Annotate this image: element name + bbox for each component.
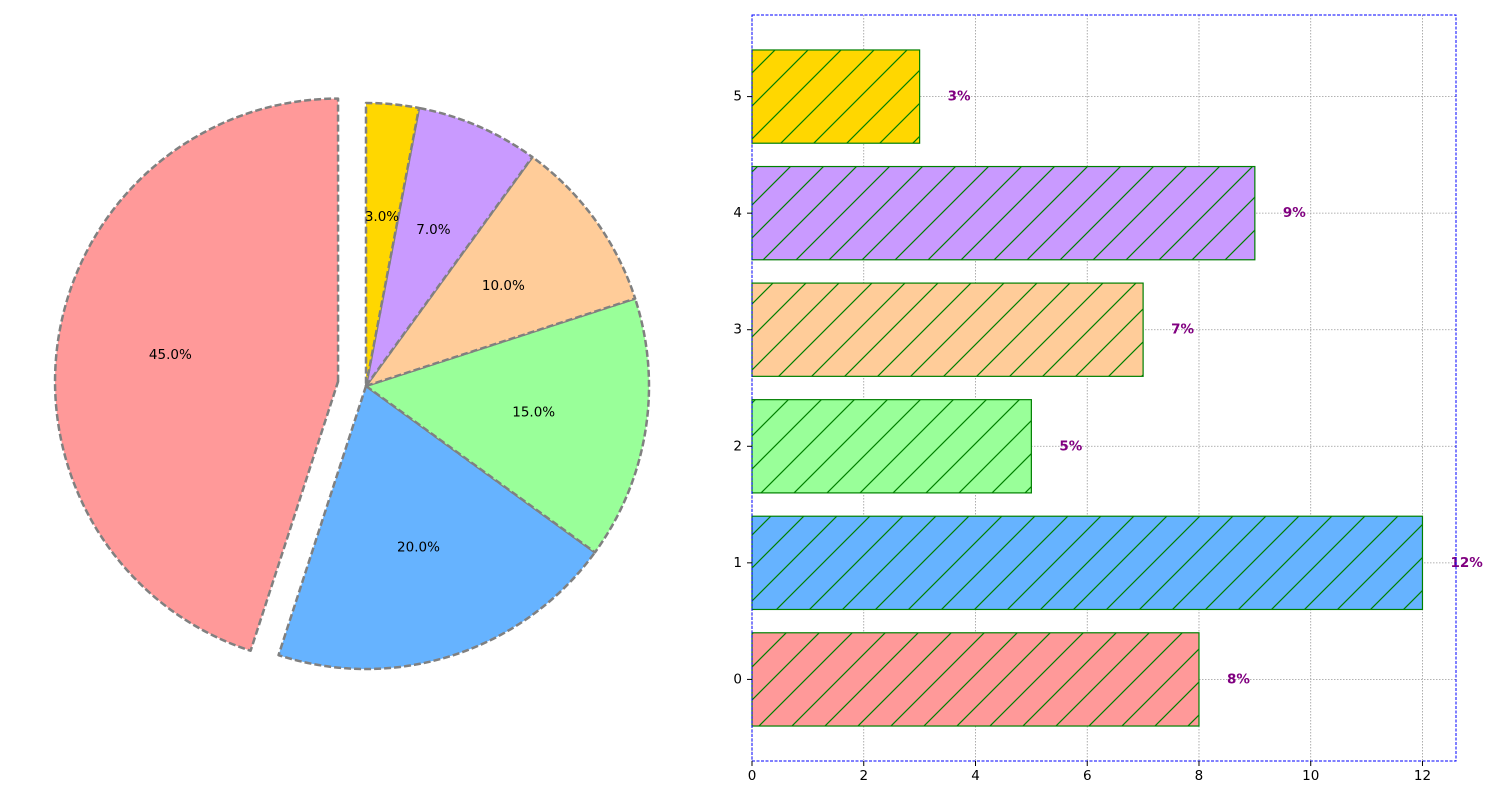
pie-slice-label: 10.0%	[482, 278, 525, 294]
y-tick-label: 0	[733, 671, 742, 687]
pie-slice	[53, 97, 340, 652]
bar-value-label: 12%	[1450, 555, 1483, 571]
bar-value-label: 8%	[1227, 671, 1250, 687]
y-tick-label: 3	[733, 322, 742, 338]
pie-slice-label: 20.0%	[397, 539, 440, 555]
axes-frame	[751, 14, 1457, 762]
x-tick-label: 0	[748, 768, 757, 784]
x-tick-label: 2	[859, 768, 868, 784]
bar-value-label: 3%	[948, 89, 971, 105]
bar	[751, 632, 1200, 727]
y-tick-label: 4	[733, 205, 742, 221]
y-tick-label: 2	[733, 438, 742, 454]
x-tick-label: 6	[1083, 768, 1092, 784]
x-tick-label: 8	[1195, 768, 1204, 784]
bar-value-label: 9%	[1283, 205, 1306, 221]
pie-slice-label: 45.0%	[149, 347, 192, 363]
pie-chart: 45.0% 20.0% 15.0% 10.0% 7.0% 3.0%	[53, 97, 651, 671]
pie-slice-label: 3.0%	[365, 209, 399, 225]
bar-value-label: 5%	[1059, 438, 1082, 454]
pie-slice	[364, 106, 534, 388]
y-tick-label: 5	[733, 89, 742, 105]
pie-slice-label: 15.0%	[512, 405, 555, 421]
bar-value-label: 7%	[1171, 322, 1194, 338]
bar	[751, 282, 1144, 377]
bar	[751, 165, 1256, 261]
x-tick-label: 12	[1414, 768, 1431, 784]
bar	[751, 49, 921, 144]
pie-slice	[277, 384, 597, 671]
y-tick-label: 1	[733, 555, 742, 571]
pie-slice	[364, 101, 421, 388]
pie-slice-label: 7.0%	[416, 222, 450, 238]
pie-slice	[364, 155, 637, 388]
bar	[751, 515, 1424, 611]
bar	[751, 399, 1032, 494]
x-tick-label: 10	[1302, 768, 1319, 784]
x-tick-label: 4	[971, 768, 980, 784]
pie-slice	[364, 297, 651, 554]
